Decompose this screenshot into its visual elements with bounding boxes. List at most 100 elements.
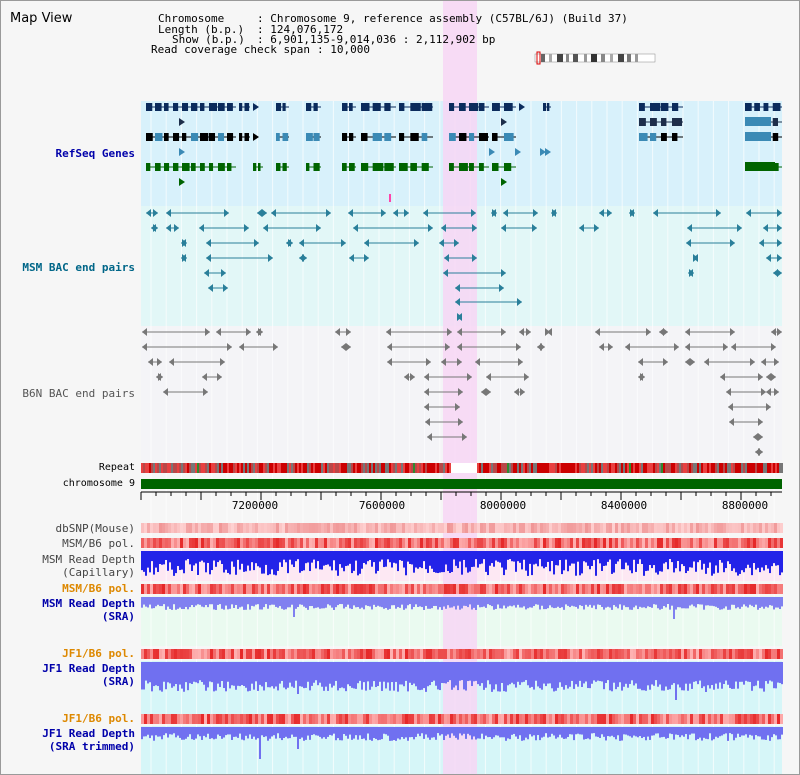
dbsnp-strip <box>336 523 339 533</box>
repeat-segment <box>545 463 547 473</box>
repeat-segment <box>433 463 435 473</box>
jf1-sra-depth-bar <box>761 662 763 689</box>
jf1-trim-depth-bar <box>587 727 589 739</box>
msm-b6-pol-label-2[interactable]: MSM/B6 pol. <box>62 582 135 595</box>
jf1-sra-depth-bar <box>439 662 441 691</box>
jf1-sra-depth-bar <box>269 662 271 688</box>
jf1-sra-depth-bar <box>487 662 489 681</box>
jf1-b6-pol-strip <box>591 649 594 659</box>
jf1-trim-depth-bar <box>759 727 761 737</box>
jf1-sra-depth-bar <box>239 662 241 687</box>
refseq-gene-exon <box>218 103 225 111</box>
msm-sra-depth-bar <box>593 597 595 606</box>
dbsnp-strip <box>609 523 612 533</box>
msm-read-depth-capillary-label[interactable]: MSM Read Depth <box>42 553 135 566</box>
jf1-b6-pol-strip <box>183 649 186 659</box>
msm-b6-pol-strip <box>504 584 507 594</box>
msm-b6-pol-strip <box>552 584 555 594</box>
b6n-bac-pair-end <box>774 388 779 396</box>
jf1-trim-depth-bar <box>563 727 565 739</box>
jf1-sra-depth-bar <box>605 662 607 684</box>
jf1-sra-depth-bar <box>261 662 263 687</box>
dbsnp-strip <box>201 523 204 533</box>
msm-b6-pol-strip <box>642 538 645 548</box>
msm-read-depth-sra-label[interactable]: MSM Read Depth <box>42 597 135 610</box>
jf1-b6-pol-strip <box>642 714 645 724</box>
msm-sra-depth-bar <box>737 597 739 608</box>
msm-b6-pol-strip <box>732 538 735 548</box>
refseq-gene-exon <box>276 133 280 141</box>
msm-sra-depth-bar <box>657 597 659 609</box>
dbsnp-strip <box>450 523 453 533</box>
jf1-sra-depth-bar <box>383 662 385 682</box>
msm-capillary-depth-bar <box>451 551 453 572</box>
refseq-gene-exon <box>342 103 348 111</box>
repeat-segment <box>511 463 513 473</box>
jf1-sra-depth-bar <box>591 662 593 684</box>
msm-b6-pol-strip <box>468 584 471 594</box>
dbsnp-strip <box>648 523 651 533</box>
b6n-bac-pair-end <box>771 373 776 381</box>
msm-capillary-depth-bar <box>251 551 253 563</box>
msm-bac-pair-end <box>777 239 782 247</box>
jf1-b6-pol-strip <box>378 714 381 724</box>
refseq-gene-exon <box>661 103 669 111</box>
jf1-b6-pol-strip <box>684 714 687 724</box>
dbsnp-strip <box>249 523 252 533</box>
jf1-trim-depth-bar <box>497 727 499 736</box>
msm-b6-pol-strip <box>546 538 549 548</box>
jf1-b6-pol-strip <box>189 714 192 724</box>
b6n-bac-pair-end <box>258 328 263 336</box>
b6n-bac-pair-end <box>501 328 506 336</box>
msm-bac-pair-end <box>153 224 158 232</box>
repeat-segment <box>233 463 235 473</box>
b6n-bac-pair-end <box>646 328 651 336</box>
msm-b6-pol-strip <box>672 538 675 548</box>
msm-sra-depth-bar <box>309 597 311 607</box>
msm-capillary-depth-bar <box>355 551 357 561</box>
jf1-b6-pol-strip <box>426 714 429 724</box>
msm-capillary-depth-bar <box>269 551 271 575</box>
jf1-b6-pol-strip <box>570 649 573 659</box>
msm-sra-depth-bar <box>609 597 611 608</box>
jf1-sra-depth-bar <box>517 662 519 682</box>
jf1-sra-depth-bar <box>657 662 659 687</box>
msm-b6-pol-strip <box>474 584 477 594</box>
b6n-bac-label[interactable]: B6N BAC end pairs <box>22 387 135 400</box>
jf1-sra-depth-bar <box>225 662 227 692</box>
jf1-read-depth-trim-label[interactable]: JF1 Read Depth <box>42 727 135 740</box>
msm-sra-depth-bar <box>667 597 669 605</box>
msm-capillary-depth-bar <box>341 551 343 568</box>
jf1-read-depth-label[interactable]: JF1 Read Depth <box>42 662 135 675</box>
msm-bac-label[interactable]: MSM BAC end pairs <box>22 261 135 274</box>
jf1-sra-depth-bar <box>711 662 713 686</box>
jf1-b6-pol-strip <box>357 649 360 659</box>
jf1-sra-depth-bar <box>743 662 745 685</box>
msm-b6-pol-strip <box>735 538 738 548</box>
jf1-trim-depth-bar <box>215 727 217 739</box>
window-title: Map View <box>10 11 73 26</box>
jf1-sra-depth-bar <box>745 662 747 681</box>
jf1-trim-depth-bar <box>565 727 567 739</box>
dbsnp-label[interactable]: dbSNP(Mouse) <box>55 522 135 535</box>
msm-b6-pol-label-1[interactable]: MSM/B6 pol. <box>62 537 135 550</box>
msm-sra-depth-bar <box>575 597 577 607</box>
msm-sra-depth-bar <box>605 597 607 608</box>
jf1-b6-pol-strip <box>756 649 759 659</box>
msm-b6-pol-strip <box>510 538 513 548</box>
jf1-trim-depth-bar <box>195 727 197 739</box>
msm-b6-pol-strip <box>690 584 693 594</box>
jf1-b6-pol-strip <box>249 714 252 724</box>
msm-b6-pol-strip <box>240 538 243 548</box>
msm-sra-depth-bar <box>649 597 651 607</box>
refseq-genes-label[interactable]: RefSeq Genes <box>55 147 135 160</box>
repeat-segment <box>463 463 465 473</box>
jf1-b6-pol-label-2[interactable]: JF1/B6 pol. <box>62 712 135 725</box>
msm-capillary-depth-bar <box>549 551 551 572</box>
msm-bac-pair-end <box>455 298 460 306</box>
jf1-sra-depth-bar <box>525 662 527 681</box>
jf1-trim-depth-bar <box>197 727 199 735</box>
jf1-b6-pol-label-1[interactable]: JF1/B6 pol. <box>62 647 135 660</box>
jf1-b6-pol-strip <box>288 649 291 659</box>
